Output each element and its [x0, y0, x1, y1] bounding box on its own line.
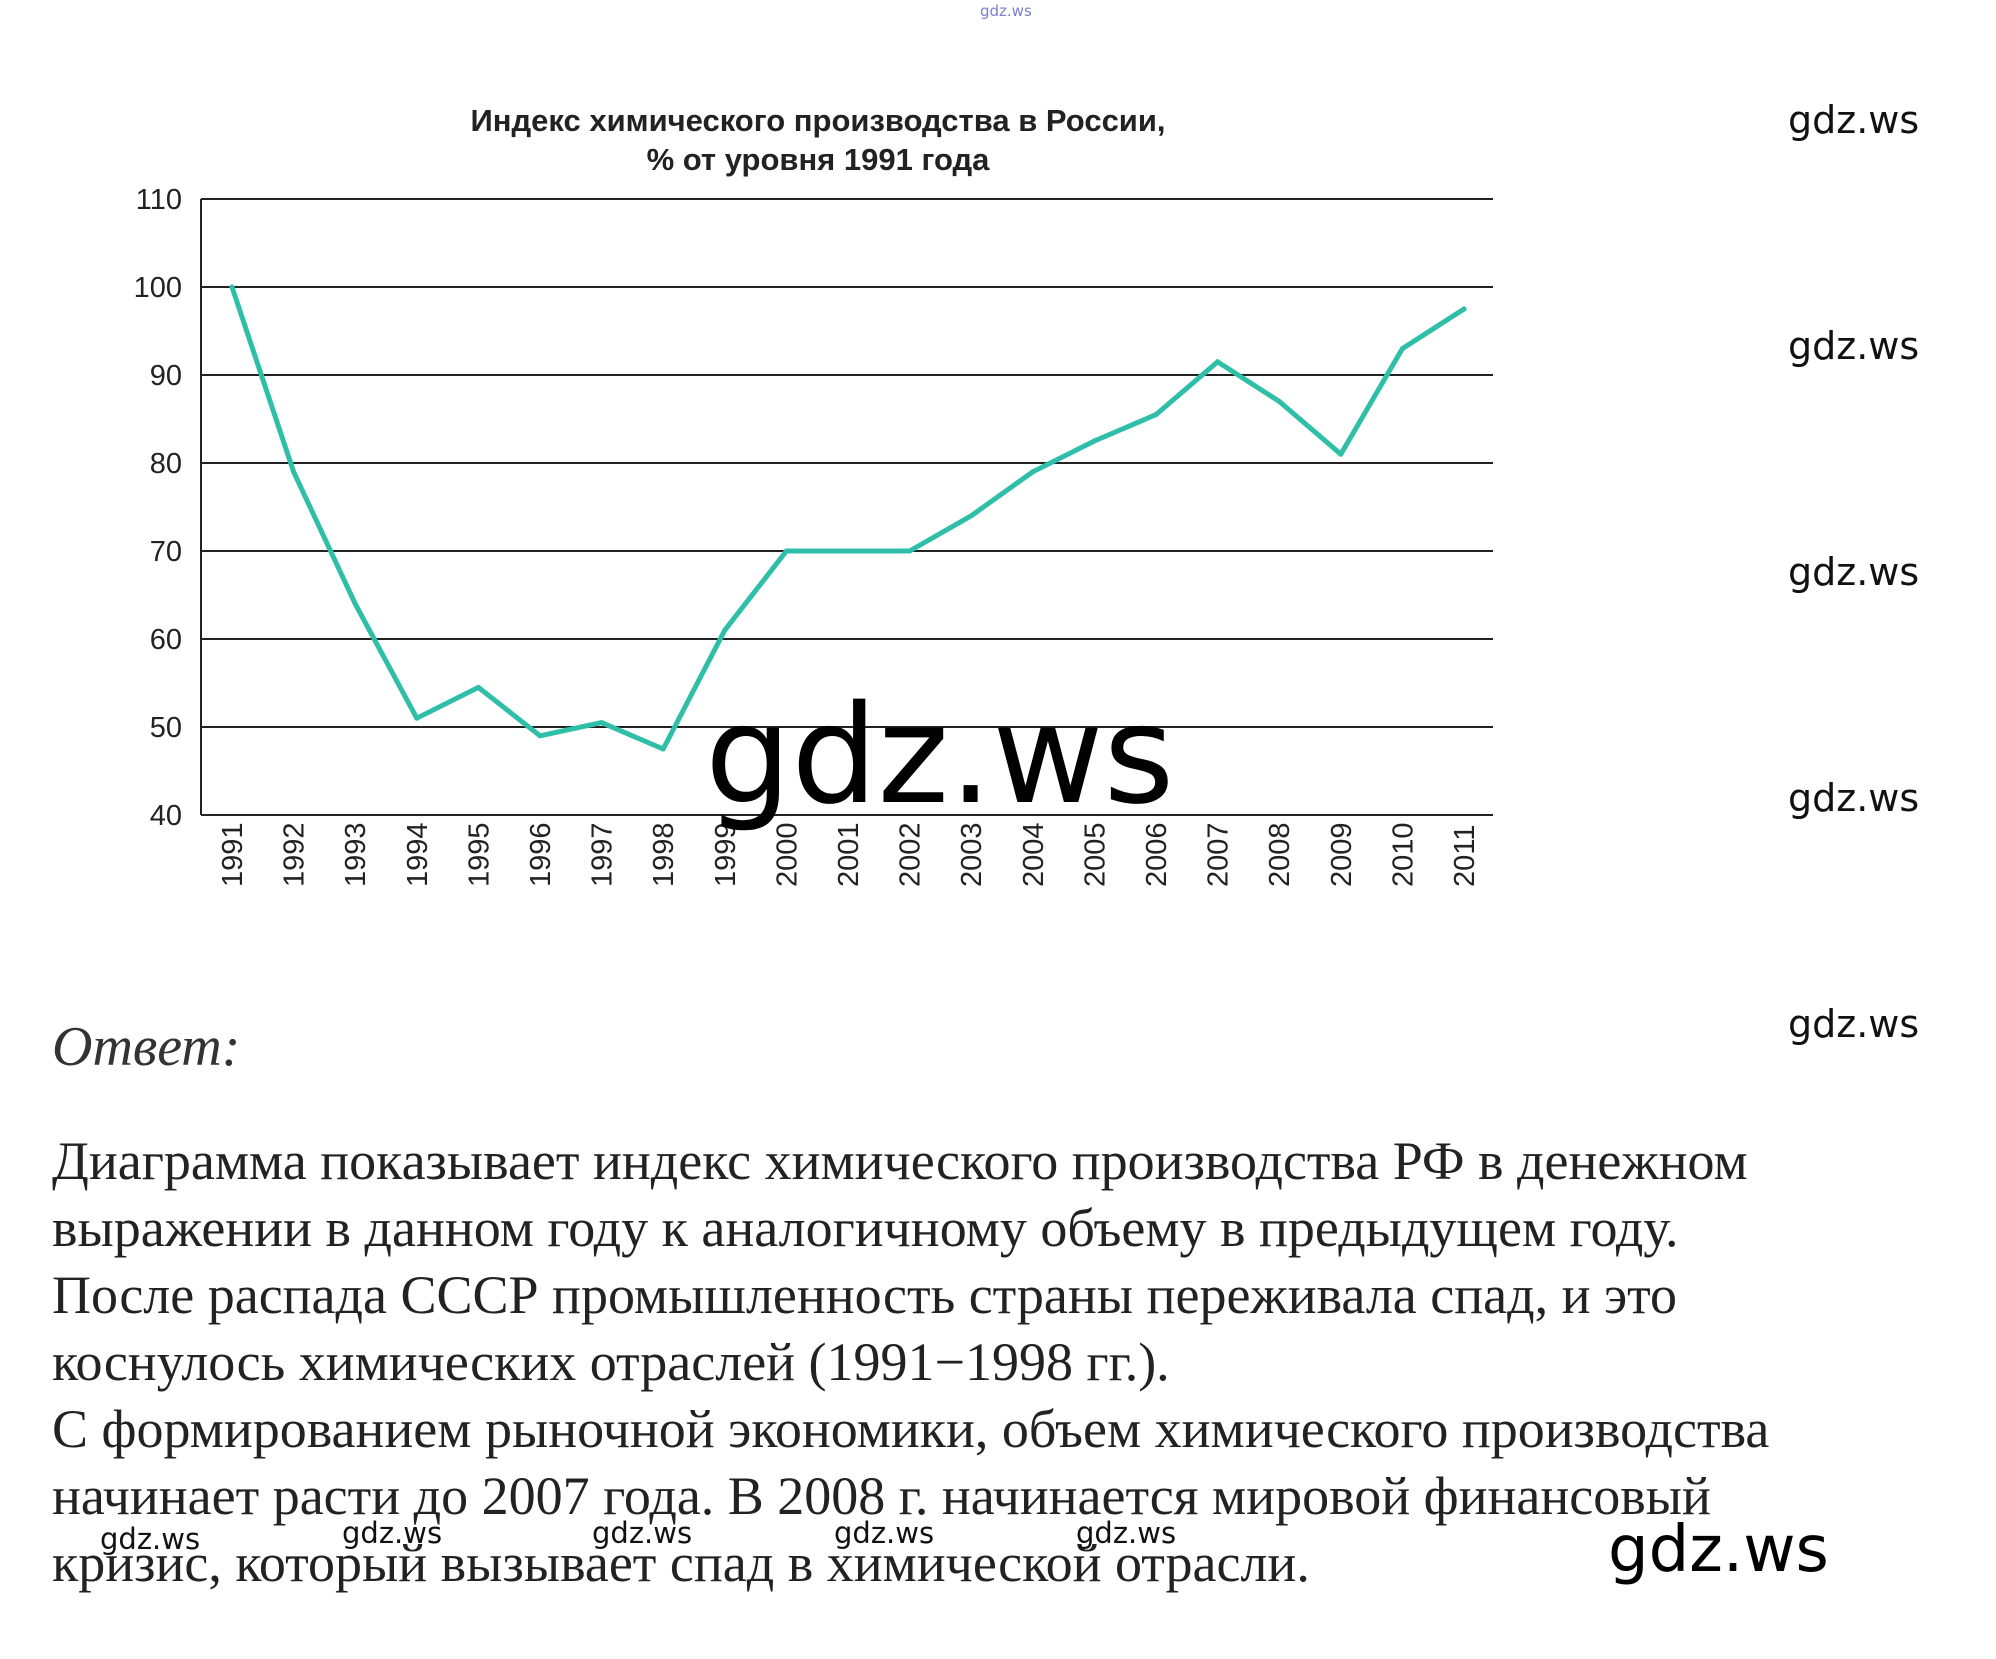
- x-tick-2001: 2001: [833, 822, 865, 887]
- watermark-right-4: gdz.ws: [1788, 776, 1920, 820]
- watermark-bottom-1: gdz.ws: [100, 1522, 201, 1556]
- x-tick-2005: 2005: [1079, 822, 1111, 887]
- data-point-2005: [1091, 438, 1097, 444]
- y-tick-110: 110: [136, 184, 182, 216]
- data-point-2002: [907, 548, 913, 554]
- x-tick-1999: 1999: [710, 822, 742, 887]
- data-point-2008: [1276, 398, 1282, 404]
- answer-line-3: После распада СССР промышленность страны…: [52, 1265, 1678, 1325]
- y-tick-60: 60: [150, 624, 182, 656]
- answer-text: Диаграмма показывает индекс химического …: [52, 1128, 1952, 1597]
- x-axis-ticks: 1991 1992 1993 1994 1995 1996 1997 1998 1999 2000…: [217, 822, 1481, 887]
- x-tick-2002: 2002: [895, 822, 927, 887]
- answer-line-6: начинает расти до 2007 года. В 2008 г. н…: [52, 1466, 1711, 1526]
- data-point-2009: [1338, 451, 1344, 457]
- data-point-2000: [783, 548, 789, 554]
- answer-line-7: кризис, который вызывает спад в химическ…: [52, 1533, 1310, 1593]
- data-point-1993: [352, 601, 358, 607]
- x-tick-2007: 2007: [1203, 822, 1235, 887]
- y-tick-50: 50: [150, 712, 182, 744]
- y-axis-ticks: 40 50 60 70 80 90 100 110: [134, 184, 182, 832]
- y-tick-70: 70: [150, 536, 182, 568]
- data-point-1999: [722, 627, 728, 633]
- y-tick-100: 100: [134, 272, 182, 304]
- watermark-right-1: gdz.ws: [1788, 98, 1920, 142]
- watermark-bottom-4: gdz.ws: [834, 1516, 935, 1550]
- data-point-1997: [599, 720, 605, 726]
- x-tick-2000: 2000: [771, 822, 803, 887]
- data-point-2004: [1030, 469, 1036, 475]
- watermark-bottom-5: gdz.ws: [1076, 1516, 1177, 1550]
- x-tick-2008: 2008: [1264, 822, 1296, 887]
- x-tick-2004: 2004: [1018, 822, 1050, 887]
- data-point-1992: [291, 469, 297, 475]
- watermark-center: gdz.ws: [705, 677, 1175, 835]
- x-tick-1997: 1997: [587, 822, 619, 887]
- answer-line-2: выражении в данном году к аналогичному о…: [52, 1198, 1679, 1258]
- x-tick-1996: 1996: [525, 822, 557, 887]
- x-tick-1991: 1991: [217, 822, 249, 887]
- series-layer: [229, 284, 1467, 752]
- answer-line-5: С формированием рыночной экономики, объе…: [52, 1399, 1770, 1459]
- data-point-2001: [845, 548, 851, 554]
- y-tick-90: 90: [150, 360, 182, 392]
- answer-line-1: Диаграмма показывает индекс химического …: [52, 1131, 1748, 1191]
- answer-line-4: коснулось химических отраслей (1991−1998…: [52, 1332, 1170, 1392]
- data-point-1994: [414, 715, 420, 721]
- watermark-top: gdz.ws: [980, 2, 1032, 20]
- x-tick-2010: 2010: [1387, 822, 1419, 887]
- x-tick-2003: 2003: [956, 822, 988, 887]
- watermark-bottom-2: gdz.ws: [342, 1516, 443, 1550]
- watermark-bottom-3: gdz.ws: [592, 1516, 693, 1550]
- chart-title-line-2: % от уровня 1991 года: [647, 142, 991, 177]
- x-tick-1993: 1993: [340, 822, 372, 887]
- x-tick-1994: 1994: [402, 822, 434, 887]
- watermark-right-3: gdz.ws: [1788, 550, 1920, 594]
- line-chart: Индекс химического производства в России…: [134, 103, 1493, 887]
- data-point-1996: [537, 733, 543, 739]
- data-point-1995: [475, 684, 481, 690]
- data-point-2011: [1461, 306, 1467, 312]
- data-point-2006: [1153, 412, 1159, 418]
- data-point-1991: [229, 284, 235, 290]
- data-point-2007: [1215, 359, 1221, 365]
- x-tick-1995: 1995: [463, 822, 495, 887]
- data-point-2010: [1399, 346, 1405, 352]
- x-tick-1992: 1992: [279, 822, 311, 887]
- watermark-right-2: gdz.ws: [1788, 324, 1920, 368]
- answer-label: Ответ:: [52, 1016, 241, 1078]
- y-tick-80: 80: [150, 448, 182, 480]
- data-point-1998: [660, 746, 666, 752]
- data-point-2003: [968, 513, 974, 519]
- chart-title-line-1: Индекс химического производства в России…: [470, 103, 1165, 138]
- watermark-bottom-right: gdz.ws: [1608, 1513, 1829, 1587]
- y-tick-40: 40: [150, 800, 182, 832]
- x-tick-1998: 1998: [648, 822, 680, 887]
- x-tick-2006: 2006: [1141, 822, 1173, 887]
- watermark-right-5: gdz.ws: [1788, 1002, 1920, 1046]
- x-tick-2009: 2009: [1326, 822, 1358, 887]
- x-tick-2011: 2011: [1449, 825, 1481, 887]
